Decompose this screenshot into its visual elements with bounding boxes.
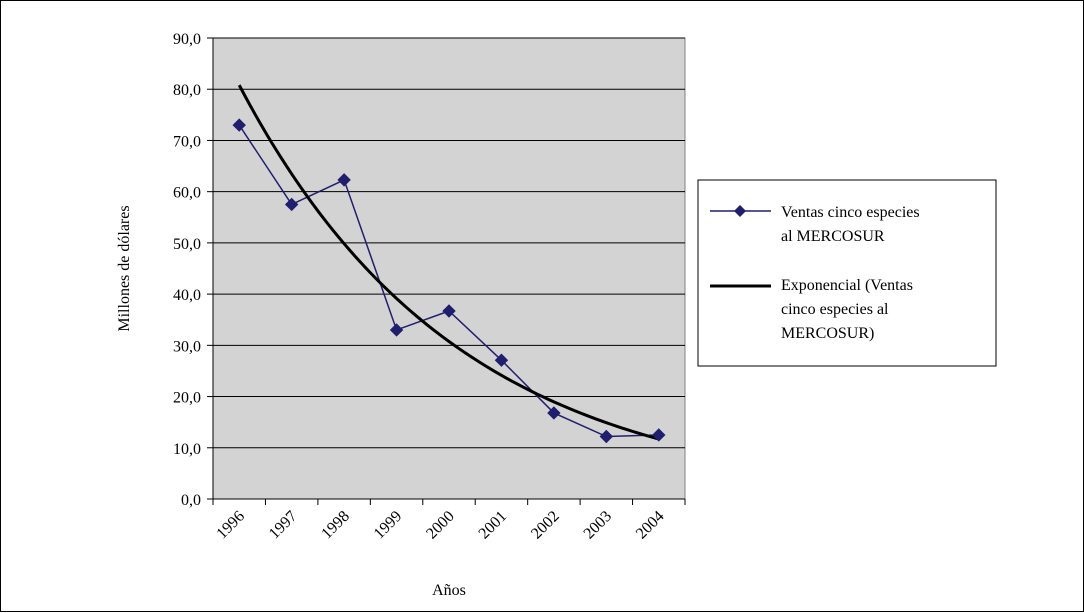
x-tick-label: 2003 [581, 508, 616, 543]
data-point [547, 406, 561, 420]
y-tick-label: 60,0 [173, 185, 201, 202]
data-point [232, 118, 246, 132]
y-tick-label: 90,0 [173, 31, 201, 48]
y-tick-label: 10,0 [173, 441, 201, 458]
data-point [652, 428, 666, 442]
y-tick-label: 50,0 [173, 236, 201, 253]
data-point [442, 304, 456, 318]
data-point [337, 173, 351, 187]
y-tick-label: 40,0 [173, 287, 201, 304]
plot-area [212, 37, 686, 500]
x-tick-label: 2001 [476, 508, 511, 543]
legend-label-exponencial: cinco especies al [781, 301, 889, 318]
y-tick-label: 0,0 [181, 492, 201, 509]
data-point [494, 353, 509, 367]
data-point [599, 429, 614, 444]
x-tick-label: 2004 [633, 508, 668, 543]
legend-label-ventas: al MERCOSUR [781, 228, 885, 245]
y-tick-label: 80,0 [173, 82, 201, 99]
legend: Ventas cinco especies al MERCOSUR Exponenc… [697, 179, 997, 367]
trendline-exponential [237, 84, 660, 441]
x-tick-label: 1999 [371, 508, 406, 543]
gridlines [213, 37, 685, 449]
legend-label-exponencial: MERCOSUR) [781, 325, 874, 342]
y-tick-label: 20,0 [173, 390, 201, 407]
x-axis-title: Años [432, 582, 466, 599]
legend-label-exponencial: Exponencial (Ventas [781, 277, 913, 294]
y-axis-title: Millones de dólares [116, 205, 133, 331]
x-tick-label: 1997 [266, 508, 301, 543]
legend-label-ventas: Ventas cinco especies [781, 204, 920, 221]
series-layer [232, 84, 666, 444]
y-tick-label: 30,0 [173, 338, 201, 355]
data-point [284, 197, 299, 212]
data-point [389, 323, 404, 337]
y-tick-label: 70,0 [173, 133, 201, 150]
legend-swatch-marker-ventas [734, 205, 746, 217]
x-tick-label: 2002 [528, 508, 563, 543]
x-tick-label: 1998 [318, 508, 353, 543]
x-tick-label: 2000 [423, 508, 458, 543]
x-tick-label: 1996 [213, 508, 248, 543]
